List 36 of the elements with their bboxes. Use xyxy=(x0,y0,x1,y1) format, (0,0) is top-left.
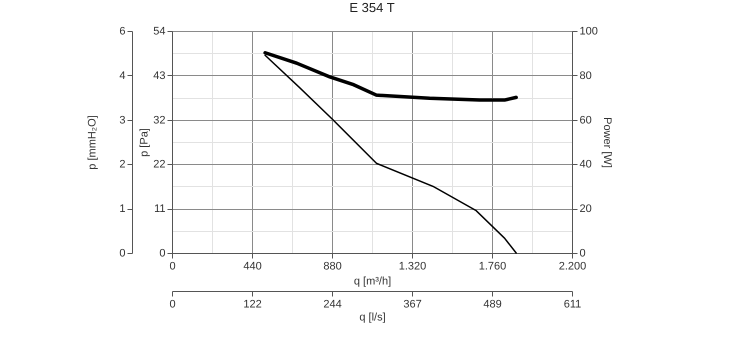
y-tick-label: 32 xyxy=(153,114,166,126)
x-tick-label: 2.200 xyxy=(558,260,586,272)
y-tick-label: 22 xyxy=(153,158,166,171)
y2-tick-label: 60 xyxy=(580,114,592,126)
x-tick-label: 440 xyxy=(243,260,262,272)
x2-tick-label: 122 xyxy=(243,298,262,310)
y3-axis-title: p [mmH₂O] xyxy=(86,115,98,170)
y2-tick-label: 100 xyxy=(580,26,598,38)
y3-tick-label: 3 xyxy=(119,114,126,126)
x-tick-label: 1.320 xyxy=(398,260,426,272)
x-tick-label: 880 xyxy=(323,260,342,272)
x2-tick-label: 244 xyxy=(323,298,342,310)
x-tick-label: 0 xyxy=(169,260,176,272)
x-axis-title: q [m³/h] xyxy=(354,276,392,288)
y2-tick-label: 0 xyxy=(580,248,586,260)
y3-tick-label: 0 xyxy=(119,248,126,260)
y3-tick-label: 1 xyxy=(119,203,126,216)
y-tick-label: 11 xyxy=(154,203,166,216)
y-tick-label: 54 xyxy=(153,26,166,38)
y3-tick-label: 2 xyxy=(119,158,126,171)
x2-tick-label: 489 xyxy=(483,298,502,310)
y2-axis-title: Power [W] xyxy=(600,117,613,168)
y-tick-label: 0 xyxy=(159,248,166,260)
y2-tick-label: 80 xyxy=(580,70,592,82)
y3-tick-label: 6 xyxy=(119,26,126,38)
y2-tick-label: 20 xyxy=(580,203,592,216)
chart-title: E 354 T xyxy=(349,0,395,15)
y-axis-title: p [Pa] xyxy=(138,128,150,157)
x-tick-label: 1.760 xyxy=(478,260,506,272)
x2-tick-label: 611 xyxy=(564,298,582,310)
x2-tick-label: 367 xyxy=(403,298,422,310)
y3-tick-label: 4 xyxy=(119,70,126,82)
y-tick-label: 43 xyxy=(153,70,166,82)
y2-tick-label: 40 xyxy=(580,158,592,171)
x2-axis-title: q [l/s] xyxy=(359,312,386,324)
x2-tick-label: 0 xyxy=(169,298,176,310)
